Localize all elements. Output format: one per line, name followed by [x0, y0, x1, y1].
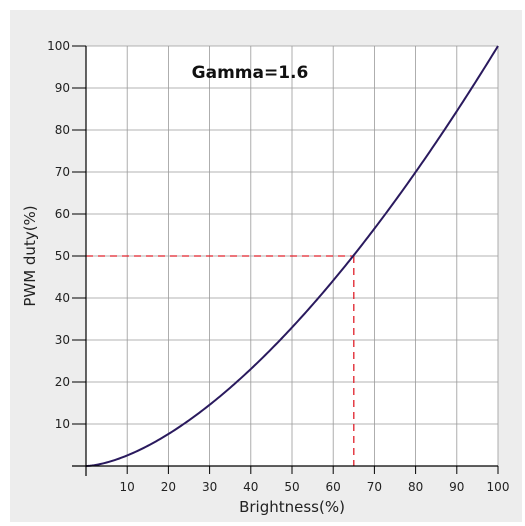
y-tick-label: 30 [55, 333, 70, 347]
chart-title: Gamma=1.6 [192, 63, 309, 83]
x-tick-label: 80 [408, 480, 423, 494]
y-tick-label: 90 [55, 81, 70, 95]
y-tick-label: 20 [55, 375, 70, 389]
x-tick-label: 100 [487, 480, 510, 494]
y-tick-label: 10 [55, 417, 70, 431]
x-tick-label: 10 [120, 480, 135, 494]
y-tick-label: 80 [55, 123, 70, 137]
x-tick-label: 50 [284, 480, 299, 494]
y-tick-label: 100 [47, 39, 70, 53]
x-tick-label: 60 [326, 480, 341, 494]
y-tick-label: 40 [55, 291, 70, 305]
x-tick-label: 30 [202, 480, 217, 494]
x-tick-label: 40 [243, 480, 258, 494]
y-tick-label: 50 [55, 249, 70, 263]
chart-panel: 10 20 30 40 50 60 70 80 90 100 10 20 30 40 50 60 70 80 90 1… [10, 10, 522, 522]
x-axis-label: Brightness(%) [239, 498, 345, 516]
y-axis-label: PWM duty(%) [21, 205, 39, 306]
y-tick-label: 60 [55, 207, 70, 221]
x-tick-label: 90 [449, 480, 464, 494]
x-tick-label: 70 [367, 480, 382, 494]
chart: 10 20 30 40 50 60 70 80 90 100 10 20 30 40 50 60 70 80 90 1… [10, 10, 522, 522]
y-tick-label: 70 [55, 165, 70, 179]
x-tick-label: 20 [161, 480, 176, 494]
